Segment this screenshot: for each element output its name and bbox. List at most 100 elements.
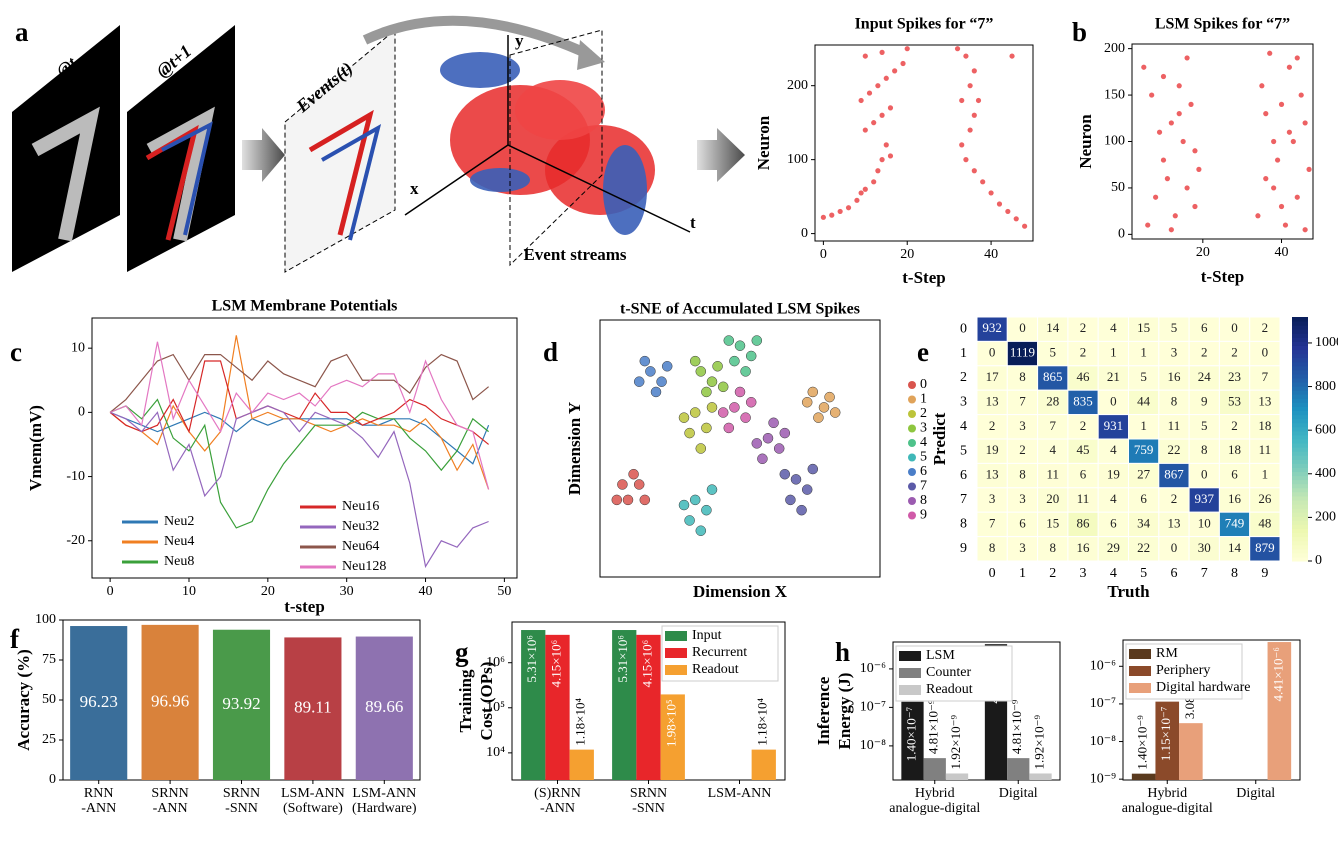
x-tick-label: 2 — [1049, 566, 1056, 581]
x-tick-label: 0 — [989, 566, 996, 581]
cell-label: 20 — [1046, 491, 1059, 506]
x-tick-label-line: -SNN — [225, 801, 258, 816]
panel-label: g — [455, 637, 469, 667]
y-tick-label: -10 — [66, 469, 85, 484]
point — [1141, 65, 1146, 70]
x-tick-label-line: analogue-digital — [1122, 801, 1213, 816]
bar — [1179, 723, 1203, 780]
colorbar-step — [1292, 463, 1308, 468]
legend-swatch — [1129, 683, 1151, 693]
arrow-head — [577, 40, 605, 70]
y-axis-label-line: Energy (J) — [835, 673, 854, 750]
colorbar-step — [1292, 537, 1308, 542]
bar — [1029, 773, 1051, 780]
legend-label: 6 — [920, 464, 927, 479]
cell-label: 21 — [1107, 369, 1120, 384]
cell-label: 835 — [1073, 393, 1093, 408]
bar — [924, 758, 946, 780]
point — [679, 500, 689, 510]
cell-label: 2 — [1262, 320, 1269, 335]
point — [634, 377, 644, 387]
cell-label: 10 — [1198, 515, 1211, 530]
point — [735, 341, 745, 351]
cell-label: 24 — [1198, 369, 1212, 384]
x-tick-label: 5 — [1140, 566, 1147, 581]
point — [785, 495, 795, 505]
legend-marker — [908, 439, 916, 447]
point — [685, 428, 695, 438]
x-tick-label-line: -ANN — [81, 801, 116, 816]
y-tick-label: 0 — [49, 772, 56, 787]
point — [690, 495, 700, 505]
point — [1169, 120, 1174, 125]
cell-label: 0 — [989, 345, 996, 360]
cell-label: 13 — [986, 467, 999, 482]
colorbar-step — [1292, 492, 1308, 497]
cell-label: 17 — [986, 369, 1000, 384]
point — [662, 361, 672, 371]
cell-label: 14 — [1046, 320, 1060, 335]
colorbar-label: 400 — [1315, 466, 1336, 481]
legend-label: LSM — [926, 648, 955, 663]
arrow — [697, 128, 745, 182]
value-label: 1.18×10⁴ — [573, 698, 588, 746]
point — [612, 495, 622, 505]
x-tick-label: RNN-ANN — [81, 786, 116, 816]
legend-label: RM — [1156, 646, 1178, 661]
y-tick-label: 10⁻⁸ — [1090, 734, 1116, 749]
point — [808, 387, 818, 397]
y-tick-label: 25 — [42, 732, 56, 747]
point — [679, 413, 689, 423]
point — [763, 433, 773, 443]
cell-label: 2 — [1080, 418, 1087, 433]
y-tick-label: 200 — [787, 78, 808, 93]
colorbar-step — [1292, 358, 1308, 363]
point — [1188, 102, 1193, 107]
colorbar-step — [1292, 378, 1308, 383]
x-tick-label: 30 — [340, 584, 354, 599]
point — [746, 351, 756, 361]
colorbar-step — [1292, 549, 1308, 554]
cell-label: 3 — [989, 491, 996, 506]
y-tick-label: -20 — [66, 533, 85, 548]
colorbar-label: 1000 — [1315, 335, 1338, 350]
cell-label: 2 — [1171, 491, 1178, 506]
colorbar-step — [1292, 435, 1308, 440]
point — [997, 201, 1002, 206]
x-axis-label: t-Step — [902, 268, 945, 287]
colorbar-step — [1292, 472, 1308, 477]
colorbar-label: 0 — [1315, 553, 1322, 568]
point — [718, 382, 728, 392]
cell-label: 8 — [1171, 393, 1178, 408]
point — [1169, 227, 1174, 232]
point — [972, 68, 977, 73]
x-tick-label-line: SRNN — [630, 786, 667, 801]
y-tick-label: 10⁻⁶ — [1090, 659, 1116, 674]
colorbar-step — [1292, 390, 1308, 395]
legend-marker — [908, 410, 916, 418]
point — [701, 423, 711, 433]
y-axis-label-line: Inference — [814, 676, 833, 745]
cell-label: 931 — [1104, 418, 1124, 433]
point — [879, 113, 884, 118]
legend-label: 9 — [920, 508, 927, 523]
x-tick-label: 9 — [1261, 566, 1268, 581]
cell-label: 2 — [1231, 418, 1238, 433]
cell-label: 865 — [1043, 369, 1063, 384]
cell-label: 26 — [1258, 491, 1272, 506]
point — [875, 168, 880, 173]
value-label: 5.31×10⁶ — [615, 635, 630, 683]
point — [752, 336, 762, 346]
colorbar-step — [1292, 362, 1308, 367]
legend-label: 1 — [920, 392, 927, 407]
colorbar-step — [1292, 382, 1308, 387]
colorbar-step — [1292, 411, 1308, 416]
point — [884, 142, 889, 147]
colorbar-label: 800 — [1315, 379, 1336, 394]
point — [1149, 92, 1154, 97]
point — [1295, 195, 1300, 200]
legend-label: 3 — [920, 421, 927, 436]
x-tick-label-line: SRNN — [223, 786, 260, 801]
point — [1263, 176, 1268, 181]
value-label: 4.81×10⁻⁹ — [926, 699, 941, 754]
